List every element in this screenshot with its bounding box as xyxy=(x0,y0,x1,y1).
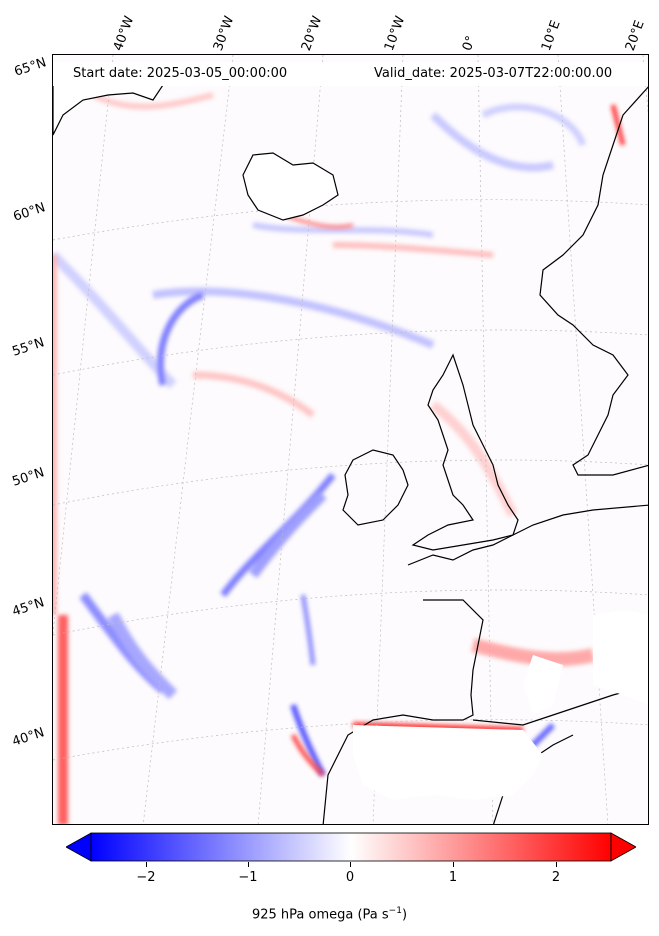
colorbar-tick xyxy=(248,862,249,867)
field-streak xyxy=(192,371,316,418)
lon-label-20w: 20°W xyxy=(298,14,326,53)
map-panel[interactable] xyxy=(52,54,649,825)
lat-label-65n: 65°N xyxy=(12,55,49,80)
valid-date-label: Valid_date: 2025-03-07T22:00:00.00 xyxy=(374,66,613,81)
colorbar-extend-left xyxy=(66,832,92,862)
colorbar-body xyxy=(90,832,612,862)
coastline-norway xyxy=(539,86,648,476)
missing-data-patches xyxy=(353,610,648,800)
colorbar-tick-label: −1 xyxy=(238,870,258,885)
colorbar-label-sup: −1 xyxy=(388,906,402,916)
colorbar-tick-label: 2 xyxy=(551,870,561,885)
field-streak xyxy=(481,103,587,147)
field-streak xyxy=(249,491,327,579)
lat-label-50n: 50°N xyxy=(10,465,47,490)
header-band xyxy=(53,62,648,86)
coastline-iceland xyxy=(242,152,339,221)
lat-label-40n: 40°N xyxy=(10,725,47,750)
lat-label-55n: 55°N xyxy=(10,335,47,360)
colorbar-tick xyxy=(350,862,351,867)
field-streak xyxy=(430,112,554,172)
field-streak xyxy=(220,472,336,598)
lon-label-30w: 30°W xyxy=(210,14,238,53)
colorbar-tick-label: 0 xyxy=(345,870,355,885)
colorbar-tick xyxy=(453,862,454,867)
lat-label-45n: 45°N xyxy=(10,595,47,620)
lon-label-10w: 10°W xyxy=(381,14,409,53)
field-streak xyxy=(252,222,434,238)
colorbar-tick-label: 1 xyxy=(448,870,458,885)
coastline-ireland xyxy=(342,449,409,526)
colorbar-label: 925 hPa omega (Pa s−1) xyxy=(0,906,659,922)
lon-label-0: 0° xyxy=(459,33,480,53)
colorbar-extend-right xyxy=(610,832,636,862)
lat-label-60n: 60°N xyxy=(11,200,48,225)
field-streak xyxy=(107,612,178,700)
colorbar-tick xyxy=(146,862,147,867)
start-date-label: Start date: 2025-03-05_00:00:00 xyxy=(73,66,288,81)
colorbar xyxy=(66,832,636,862)
colorbar-label-end: ) xyxy=(401,907,408,923)
colorbar-label-main: 925 hPa omega (Pa s xyxy=(251,907,389,923)
field-streak xyxy=(152,287,435,349)
field-streak xyxy=(610,104,626,146)
field-streak xyxy=(300,594,316,666)
coastline-great-britain xyxy=(411,353,519,551)
lon-label-10e: 10°E xyxy=(538,18,564,53)
omega-field-map xyxy=(53,55,648,824)
field-streak xyxy=(156,291,205,386)
colorbar-tick xyxy=(556,862,557,867)
colorbar-tick-label: −2 xyxy=(136,870,156,885)
coastline-iberia-france xyxy=(322,504,648,824)
lon-label-40w: 40°W xyxy=(110,14,138,53)
lon-label-20e: 20°E xyxy=(622,18,648,53)
field-streak xyxy=(91,92,214,110)
field-streak xyxy=(332,242,494,258)
field-streak xyxy=(290,733,325,777)
